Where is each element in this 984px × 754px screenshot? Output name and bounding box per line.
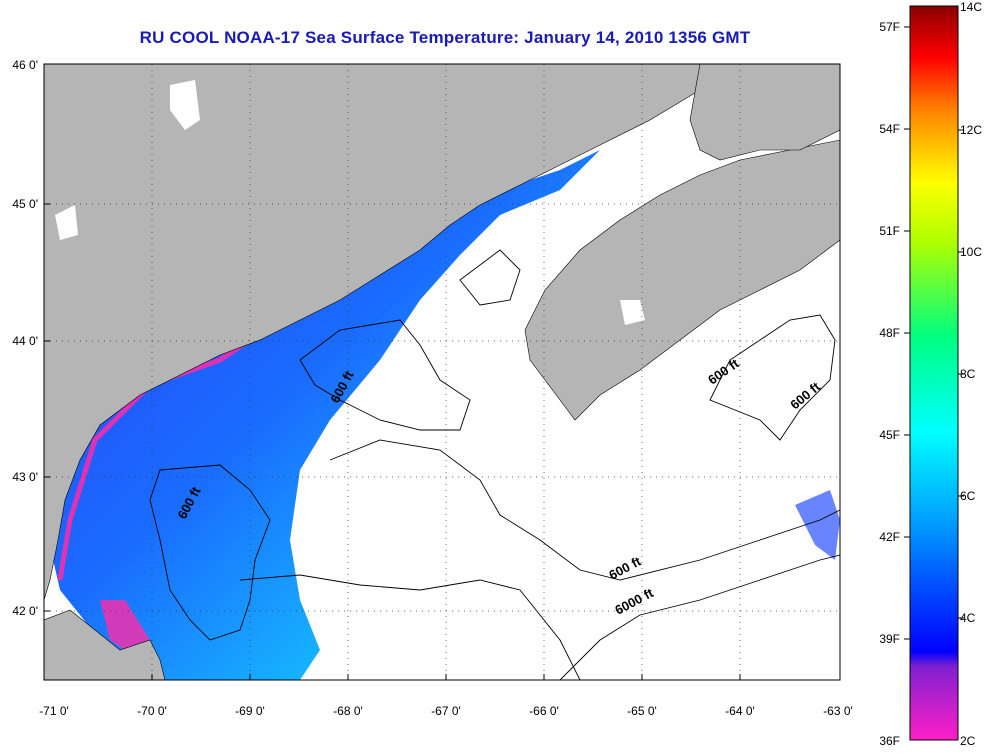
lon-label: -71 0' bbox=[39, 704, 69, 718]
lon-label: -64 0' bbox=[725, 704, 755, 718]
colorbar-c-label: 10C bbox=[960, 245, 983, 259]
lat-label: 42 0' bbox=[12, 604, 38, 618]
lat-label: 46 0' bbox=[12, 58, 38, 72]
colorbar-c-label: 4C bbox=[960, 611, 976, 625]
lat-label: 44 0' bbox=[12, 334, 38, 348]
land-cape-cod bbox=[44, 609, 166, 680]
colorbar-c-label: 14C bbox=[960, 0, 983, 14]
colorbar bbox=[909, 5, 959, 741]
land-nova-scotia bbox=[524, 139, 840, 421]
lon-label: -67 0' bbox=[431, 704, 461, 718]
lat-label: 43 0' bbox=[12, 470, 38, 484]
lon-label: -66 0' bbox=[529, 704, 559, 718]
land-maine-newbrunswick bbox=[44, 64, 701, 601]
colorbar-c-label: 2C bbox=[960, 734, 976, 748]
colorbar-f-label: 57F bbox=[879, 20, 900, 34]
lon-label: -69 0' bbox=[235, 704, 265, 718]
colorbar-f-label: 54F bbox=[879, 122, 900, 136]
colorbar-f-label: 36F bbox=[879, 734, 900, 748]
colorbar-c-label: 6C bbox=[960, 489, 976, 503]
lon-label: -63 0' bbox=[823, 704, 853, 718]
colorbar-c-label: 12C bbox=[960, 123, 983, 137]
colorbar-f-label: 45F bbox=[879, 428, 900, 442]
lat-label: 45 0' bbox=[12, 197, 38, 211]
lon-label: -68 0' bbox=[333, 704, 363, 718]
lat-lon-grid bbox=[44, 64, 840, 680]
colorbar-c-label: 8C bbox=[960, 367, 976, 381]
colorbar-f-label: 42F bbox=[879, 530, 900, 544]
lon-label: -65 0' bbox=[627, 704, 657, 718]
map-title: RU COOL NOAA-17 Sea Surface Temperature:… bbox=[139, 28, 751, 47]
land-pei bbox=[689, 64, 840, 161]
bathymetry-contours bbox=[149, 249, 840, 680]
colorbar-f-label: 39F bbox=[879, 632, 900, 646]
colorbar-f-label: 48F bbox=[879, 326, 900, 340]
sst-water-band bbox=[44, 150, 600, 680]
colorbar-f-label: 51F bbox=[879, 224, 900, 238]
map-frame bbox=[43, 63, 841, 681]
lon-label: -70 0' bbox=[137, 704, 167, 718]
